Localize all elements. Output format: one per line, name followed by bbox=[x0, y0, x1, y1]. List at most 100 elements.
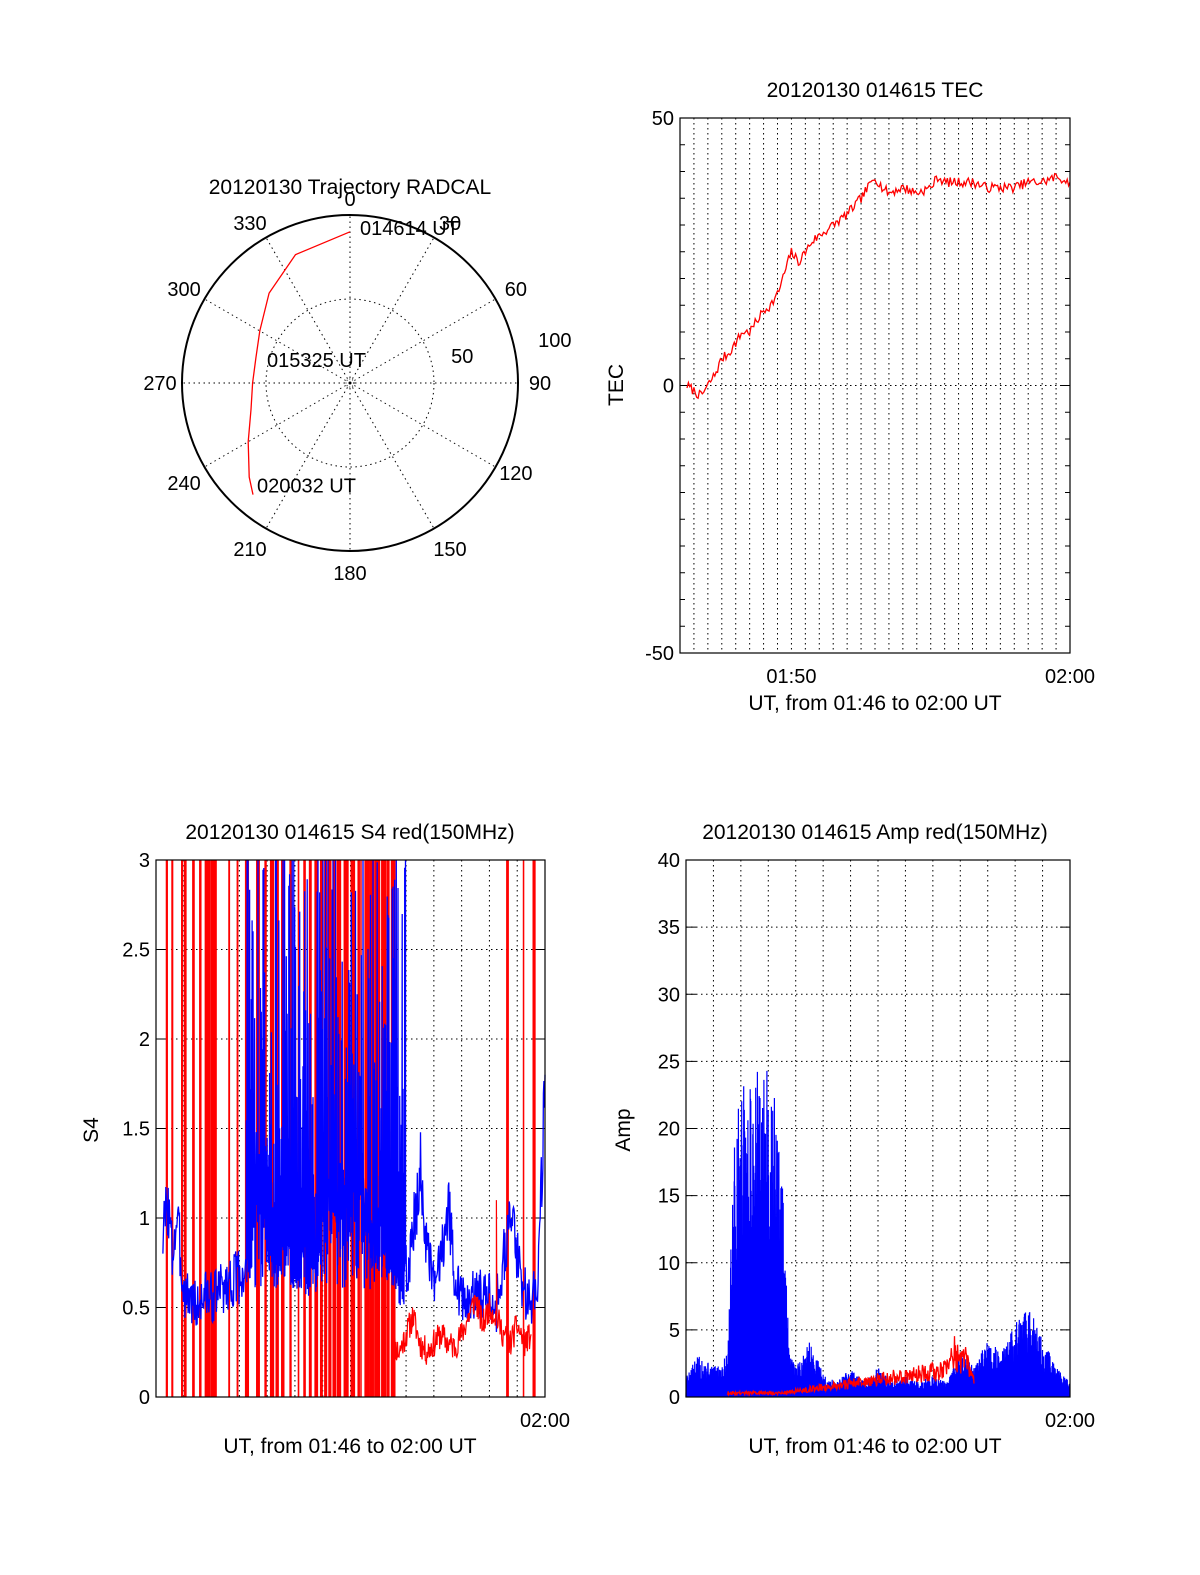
s4-xlabel: UT, from 01:46 to 02:00 UT bbox=[223, 1435, 476, 1458]
amp-tick-labels: 0 5 10 15 20 25 30 35 40 02:00 bbox=[658, 850, 1095, 1432]
polar-spoke-300 bbox=[204, 298, 351, 384]
tec-series-line bbox=[686, 172, 1071, 400]
polar-angle-label-90: 90 bbox=[529, 373, 551, 395]
polar-title: 20120130 Trajectory RADCAL bbox=[209, 176, 492, 199]
s4-red-spike bbox=[369, 860, 374, 1397]
polar-outer-ring bbox=[181, 214, 519, 552]
s4-ytick-label: 0 bbox=[139, 1387, 150, 1409]
s4-tick-labels: 0 0.5 1 1.5 2 2.5 3 02:00 bbox=[122, 850, 570, 1432]
tec-xlabel: UT, from 01:46 to 02:00 UT bbox=[748, 692, 1001, 715]
tec-tick-labels: -50 0 50 01:50 02:00 bbox=[645, 108, 1095, 688]
s4-red-spike bbox=[522, 860, 525, 1397]
s4-ytick-label: 2 bbox=[139, 1029, 150, 1051]
polar-angle-label-120: 120 bbox=[499, 463, 532, 485]
polar-angle-label-150: 150 bbox=[433, 539, 466, 561]
polar-angle-label-240: 240 bbox=[167, 473, 200, 495]
polar-spoke-30 bbox=[349, 237, 435, 384]
polar-angle-label-270: 270 bbox=[143, 373, 176, 395]
tec-xtick-label: 01:50 bbox=[766, 666, 816, 688]
polar-radial-labels: 50 100 bbox=[451, 330, 571, 368]
amp-ytick-label: 30 bbox=[658, 984, 680, 1006]
tec-panel: 20120130 014615 TEC -50 0 50 01:50 02:00 TEC… bbox=[605, 79, 1095, 715]
s4-red-spike bbox=[236, 860, 239, 1397]
polar-grid bbox=[182, 215, 518, 551]
s4-red-spike bbox=[211, 860, 216, 1397]
amp-axes-box bbox=[685, 859, 1071, 1398]
tec-grid bbox=[680, 117, 1070, 654]
s4-ylabel: S4 bbox=[80, 1117, 103, 1143]
polar-angle-labels: 0 30 60 90 120 150 180 210 240 270 300 330 bbox=[143, 189, 551, 585]
amp-ytick-label: 35 bbox=[658, 917, 680, 939]
tec-axes-box bbox=[679, 117, 1071, 654]
polar-spoke-150 bbox=[349, 382, 435, 529]
s4-red-spike bbox=[314, 860, 319, 1397]
polar-trajectory-line bbox=[247, 231, 351, 495]
s4-ytick-label: 1.5 bbox=[122, 1119, 150, 1141]
s4-red-spike bbox=[171, 860, 174, 1397]
s4-series-red bbox=[391, 1200, 532, 1365]
amp-title: 20120130 014615 Amp red(150MHz) bbox=[702, 821, 1048, 844]
s4-red-spike bbox=[376, 860, 381, 1397]
polar-angle-label-0: 0 bbox=[344, 189, 355, 211]
s4-red-spike bbox=[264, 860, 267, 1397]
amp-xlabel: UT, from 01:46 to 02:00 UT bbox=[748, 1435, 1001, 1458]
s4-red-spike bbox=[204, 860, 208, 1397]
s4-series-blue bbox=[162, 859, 546, 1333]
s4-red-spike bbox=[165, 860, 168, 1397]
polar-annotation-2: 020032 UT bbox=[257, 476, 356, 498]
amp-panel: 20120130 014615 Amp red(150MHz) 0 5 10 15 20… bbox=[612, 821, 1095, 1458]
polar-angle-label-210: 210 bbox=[233, 539, 266, 561]
s4-axes-box bbox=[155, 859, 546, 1398]
s4-red-spike bbox=[210, 860, 213, 1397]
polar-annotation-1: 015325 UT bbox=[267, 350, 366, 372]
polar-radial-label-100: 100 bbox=[538, 330, 571, 352]
s4-red-spike bbox=[364, 860, 368, 1397]
s4-ytick-label: 3 bbox=[139, 850, 150, 872]
amp-series-red bbox=[726, 1336, 975, 1397]
polar-spoke-330 bbox=[265, 237, 351, 384]
s4-red-spike bbox=[192, 860, 195, 1397]
amp-ytick-label: 0 bbox=[669, 1387, 680, 1409]
polar-spoke-120 bbox=[349, 382, 496, 468]
polar-ring-50 bbox=[265, 298, 435, 468]
s4-red-spike bbox=[214, 860, 217, 1397]
tec-ytick-label: 50 bbox=[652, 108, 674, 130]
amp-ytick-label: 25 bbox=[658, 1051, 680, 1073]
polar-angle-label-180: 180 bbox=[333, 563, 366, 585]
amp-ytick-label: 5 bbox=[669, 1320, 680, 1342]
s4-ytick-label: 0.5 bbox=[122, 1298, 150, 1320]
polar-angle-label-300: 300 bbox=[167, 279, 200, 301]
s4-red-spike bbox=[228, 860, 231, 1397]
tec-title: 20120130 014615 TEC bbox=[767, 79, 984, 102]
polar-angle-label-60: 60 bbox=[505, 279, 527, 301]
s4-xtick-label: 02:00 bbox=[520, 1410, 570, 1432]
s4-ytick-label: 2.5 bbox=[122, 940, 150, 962]
s4-red-spike bbox=[532, 860, 536, 1397]
tec-ytick-label: -50 bbox=[645, 643, 674, 665]
amp-ytick-label: 10 bbox=[658, 1253, 680, 1275]
amp-ytick-label: 15 bbox=[658, 1186, 680, 1208]
amp-ytick-label: 40 bbox=[658, 850, 680, 872]
s4-ytick-label: 1 bbox=[139, 1208, 150, 1230]
polar-panel: 20120130 Trajectory RADCAL 0 30 60 90 120 150… bbox=[143, 176, 571, 585]
polar-angle-label-330: 330 bbox=[233, 213, 266, 235]
amp-ytick-label: 20 bbox=[658, 1119, 680, 1141]
s4-red-spike bbox=[181, 860, 184, 1397]
polar-angle-label-30: 30 bbox=[439, 213, 461, 235]
tec-xtick-label: 02:00 bbox=[1045, 666, 1095, 688]
polar-annotation-0: 014614 UT bbox=[360, 218, 459, 240]
s4-title: 20120130 014615 S4 red(150MHz) bbox=[185, 821, 514, 844]
s4-red-spike bbox=[339, 860, 342, 1397]
amp-grid bbox=[686, 859, 1070, 1398]
tec-ytick-label: 0 bbox=[663, 376, 674, 398]
polar-annotations: 014614 UT 015325 UT 020032 UT bbox=[257, 218, 459, 498]
tec-ylabel: TEC bbox=[605, 364, 628, 406]
amp-ylabel: Amp bbox=[612, 1108, 635, 1151]
s4-red-spike bbox=[183, 860, 187, 1397]
s4-red-spike bbox=[506, 860, 509, 1397]
amp-series-blue bbox=[685, 1070, 1071, 1398]
polar-spoke-240 bbox=[204, 382, 351, 468]
s4-red-spike bbox=[206, 860, 211, 1397]
polar-center-mark bbox=[345, 378, 355, 388]
